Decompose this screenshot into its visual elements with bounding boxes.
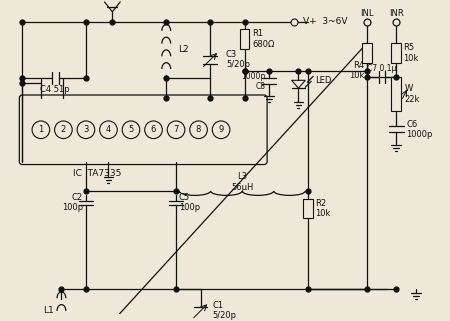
Text: C1
5/20p: C1 5/20p [212, 301, 236, 320]
Text: L2: L2 [178, 46, 189, 55]
FancyBboxPatch shape [392, 43, 401, 63]
Text: 4: 4 [106, 125, 111, 134]
Text: 9: 9 [218, 125, 224, 134]
Text: W
22k: W 22k [404, 84, 419, 104]
Text: C4 51p: C4 51p [40, 85, 69, 94]
Text: L1: L1 [43, 306, 54, 315]
Text: R5
10k: R5 10k [403, 43, 418, 63]
Text: R4
10k: R4 10k [349, 61, 364, 80]
FancyBboxPatch shape [362, 43, 372, 63]
Text: C5
100p: C5 100p [179, 193, 200, 213]
Text: 6: 6 [151, 125, 156, 134]
Text: R2
10k: R2 10k [315, 199, 330, 218]
Text: IC  TA7335: IC TA7335 [73, 169, 122, 178]
Text: INR: INR [389, 9, 404, 18]
Text: C2
100p: C2 100p [62, 193, 83, 213]
Text: INL: INL [360, 9, 374, 18]
Text: 1: 1 [38, 125, 44, 134]
Text: LED: LED [315, 76, 332, 85]
Text: 2: 2 [61, 125, 66, 134]
Text: 3: 3 [83, 125, 89, 134]
Text: V+  3~6V: V+ 3~6V [303, 17, 348, 26]
Text: R1
680Ω: R1 680Ω [252, 30, 275, 49]
Text: 1000p
C8: 1000p C8 [241, 72, 265, 91]
Text: C7 0.1μ: C7 0.1μ [367, 64, 396, 73]
Text: 5: 5 [128, 125, 134, 134]
Text: 8: 8 [196, 125, 201, 134]
FancyBboxPatch shape [303, 199, 313, 218]
Text: C6
1000p: C6 1000p [406, 120, 432, 139]
Text: C3
5/20p: C3 5/20p [226, 50, 250, 69]
FancyBboxPatch shape [392, 77, 401, 111]
Text: 7: 7 [173, 125, 179, 134]
FancyBboxPatch shape [240, 30, 249, 49]
Text: L3
56μH: L3 56μH [231, 172, 253, 192]
